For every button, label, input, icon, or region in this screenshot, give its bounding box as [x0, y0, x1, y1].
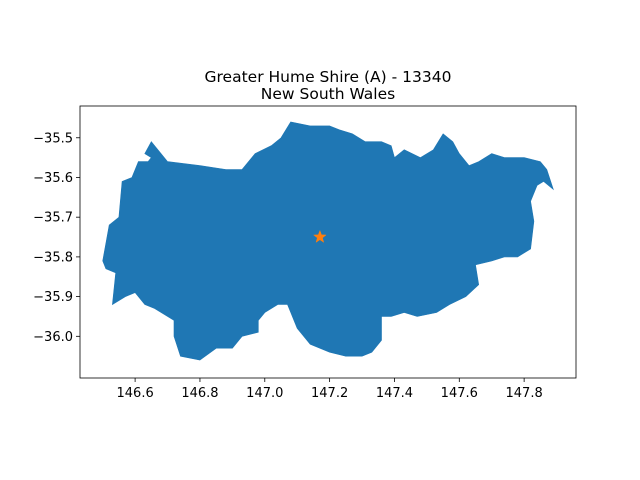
x-tick-label: 147.0: [246, 386, 283, 401]
y-axis: −35.5 −35.6 −35.7 −35.8 −35.9 −36.0: [33, 131, 80, 345]
x-tick-label: 147.8: [506, 386, 543, 401]
marker-layer: [313, 229, 327, 243]
x-tick-label: 147.2: [311, 386, 348, 401]
y-tick-label: −35.5: [33, 131, 73, 146]
map-title: Greater Hume Shire (A) - 13340: [205, 68, 452, 86]
region-polygon: [102, 121, 554, 361]
y-tick-label: −36.0: [33, 330, 73, 345]
x-tick-label: 147.6: [441, 386, 478, 401]
map-subtitle: New South Wales: [261, 85, 395, 103]
axes-frame: [79, 105, 577, 379]
x-tick-label: 146.6: [117, 386, 154, 401]
y-tick-label: −35.6: [33, 171, 73, 186]
x-tick-label: 147.4: [376, 386, 413, 401]
x-axis: 146.6 146.8 147.0 147.2 147.4 147.6 147.8: [117, 378, 543, 401]
plot-area: [102, 121, 554, 361]
x-tick-label: 146.8: [181, 386, 218, 401]
y-tick-label: −35.7: [33, 211, 73, 226]
y-tick-label: −35.8: [33, 250, 73, 265]
y-tick-label: −35.9: [33, 290, 73, 305]
location-star-marker: [313, 229, 327, 243]
